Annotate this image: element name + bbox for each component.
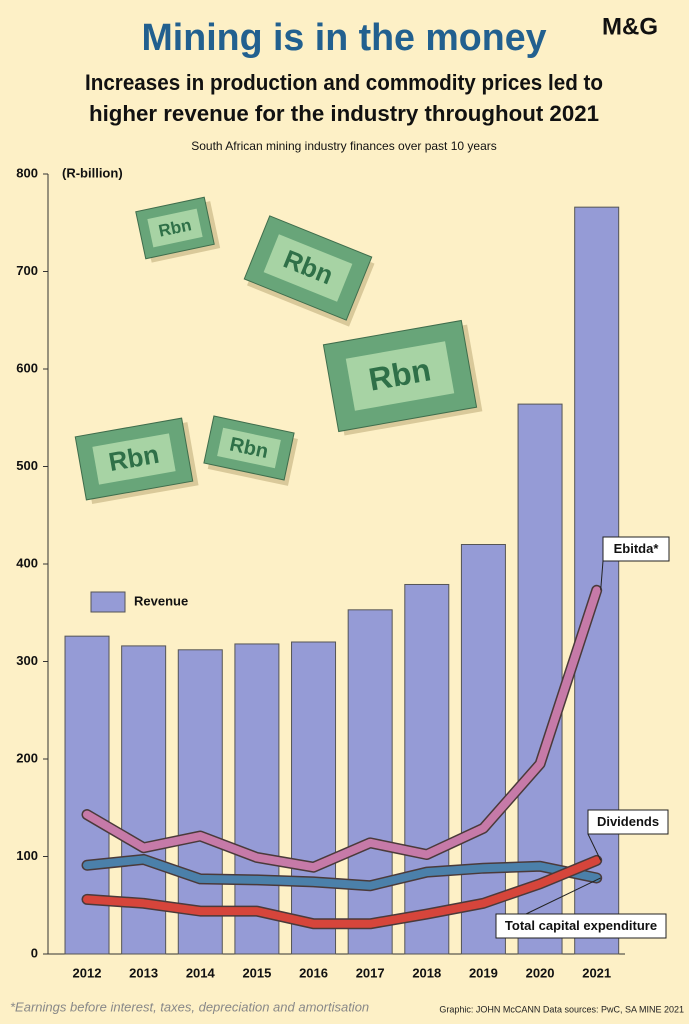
y-tick-label: 200 (16, 750, 38, 765)
y-tick-label: 800 (16, 165, 38, 180)
bar (460, 544, 506, 955)
line (83, 856, 601, 928)
subtitle: higher revenue for the industry througho… (89, 101, 599, 126)
y-tick-label: 500 (16, 458, 38, 473)
x-tick-label: 2013 (129, 965, 158, 980)
subtitle: Increases in production and commodity pr… (85, 70, 603, 95)
line (83, 855, 601, 890)
caption: South African mining industry finances o… (191, 139, 497, 153)
x-tick-label: 2021 (582, 965, 611, 980)
x-tick-label: 2016 (299, 965, 328, 980)
y-tick-label: 400 (16, 555, 38, 570)
callout-leader (525, 877, 601, 915)
banknote-inner (92, 433, 176, 485)
banknote-inner (345, 341, 455, 411)
callout-leader (600, 560, 604, 591)
y-tick-label: 100 (16, 848, 38, 863)
x-tick-label: 2015 (242, 965, 271, 980)
x-tick-label: 2014 (186, 965, 216, 980)
bar (404, 583, 450, 955)
bar (347, 609, 393, 955)
logo: M&G (602, 13, 658, 40)
x-tick-label: 2012 (73, 965, 102, 980)
banknote: Rbn (322, 319, 483, 436)
y-tick-label: 300 (16, 653, 38, 668)
callout-label: Ebitda* (614, 541, 660, 556)
y-tick-label: 0 (31, 945, 38, 960)
y-tick-label: 600 (16, 360, 38, 375)
callout-box (602, 536, 670, 562)
banknote-inner (263, 234, 353, 302)
callout-box (495, 913, 667, 939)
bar (291, 641, 337, 955)
y-axis-label: (R-billion) (62, 165, 123, 180)
banknote: Rbn (203, 415, 298, 486)
footnote: *Earnings before interest, taxes, deprec… (10, 999, 369, 1014)
x-tick-label: 2017 (356, 965, 385, 980)
callout-label: Dividends (597, 814, 659, 829)
banknote: Rbn (74, 417, 199, 504)
credit: Graphic: JOHN McCANN Data sources: PwC, … (439, 1004, 684, 1014)
banknote: Rbn (243, 215, 375, 327)
bar (64, 635, 110, 955)
banknote: Rbn (135, 196, 221, 263)
chart-title: Mining is in the money (142, 17, 547, 59)
legend-label: Revenue (134, 593, 188, 608)
line (83, 586, 601, 872)
x-tick-label: 2020 (526, 965, 555, 980)
bar (574, 206, 620, 955)
bar (234, 643, 280, 955)
legend-swatch (90, 591, 126, 613)
y-tick-label: 700 (16, 263, 38, 278)
banknote-inner (147, 208, 203, 248)
callout-label: Total capital expenditure (505, 918, 657, 933)
banknote-inner (217, 427, 281, 469)
bar (177, 649, 223, 955)
x-tick-label: 2019 (469, 965, 498, 980)
callout-leader (587, 833, 602, 861)
x-tick-label: 2018 (412, 965, 441, 980)
callout-box (587, 809, 669, 835)
